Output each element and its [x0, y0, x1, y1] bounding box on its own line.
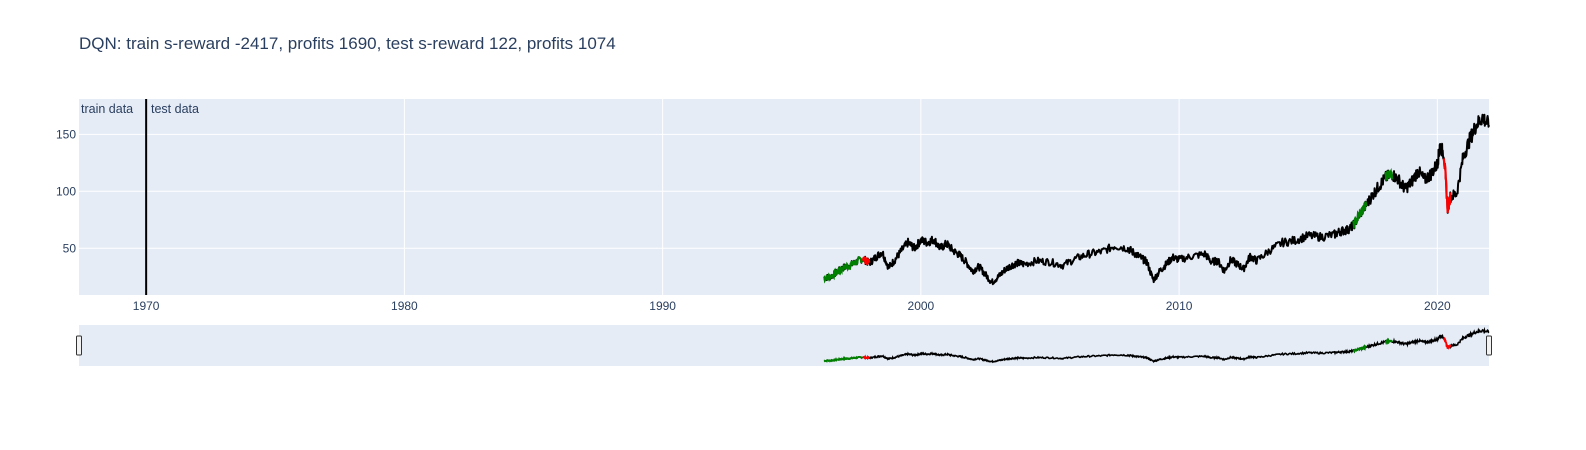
x-tick-label: 2010	[1166, 299, 1193, 313]
x-tick-label: 1980	[391, 299, 418, 313]
price-series	[823, 113, 1490, 286]
grid	[79, 99, 1489, 295]
x-axis: 1970 1980 1990 2000 2010 2020	[133, 299, 1451, 313]
y-tick-label: 50	[63, 241, 77, 255]
sell-segment	[1442, 158, 1452, 213]
x-tick-label: 1970	[133, 299, 160, 313]
slider-buy-segment	[1352, 344, 1368, 354]
y-axis: 50 100 150	[56, 127, 76, 255]
test-data-label: test data	[151, 102, 199, 116]
buy-segment	[1352, 201, 1368, 229]
range-slider-series	[823, 326, 1490, 364]
buy-segment	[823, 256, 864, 284]
y-tick-label: 150	[56, 127, 76, 141]
buy-segment	[1384, 167, 1394, 181]
slider-sell-segment	[1442, 336, 1452, 350]
plot-area	[79, 99, 1489, 295]
slider-buy-segment	[823, 355, 863, 363]
range-slider[interactable]	[79, 325, 1489, 366]
range-slider-right-handle[interactable]	[1486, 335, 1492, 356]
slider-sell-segment	[862, 354, 870, 360]
range-slider-left-handle[interactable]	[76, 335, 82, 356]
x-tick-label: 2000	[908, 299, 935, 313]
x-tick-label: 1990	[649, 299, 676, 313]
sell-segment	[861, 256, 871, 265]
y-tick-label: 100	[56, 184, 76, 198]
train-data-label: train data	[81, 102, 133, 116]
chart-title: DQN: train s-reward -2417, profits 1690,…	[79, 34, 616, 53]
slider-price-line	[823, 326, 1490, 364]
price-line	[823, 113, 1490, 286]
slider-buy-segment	[1384, 337, 1394, 346]
x-tick-label: 2020	[1424, 299, 1451, 313]
